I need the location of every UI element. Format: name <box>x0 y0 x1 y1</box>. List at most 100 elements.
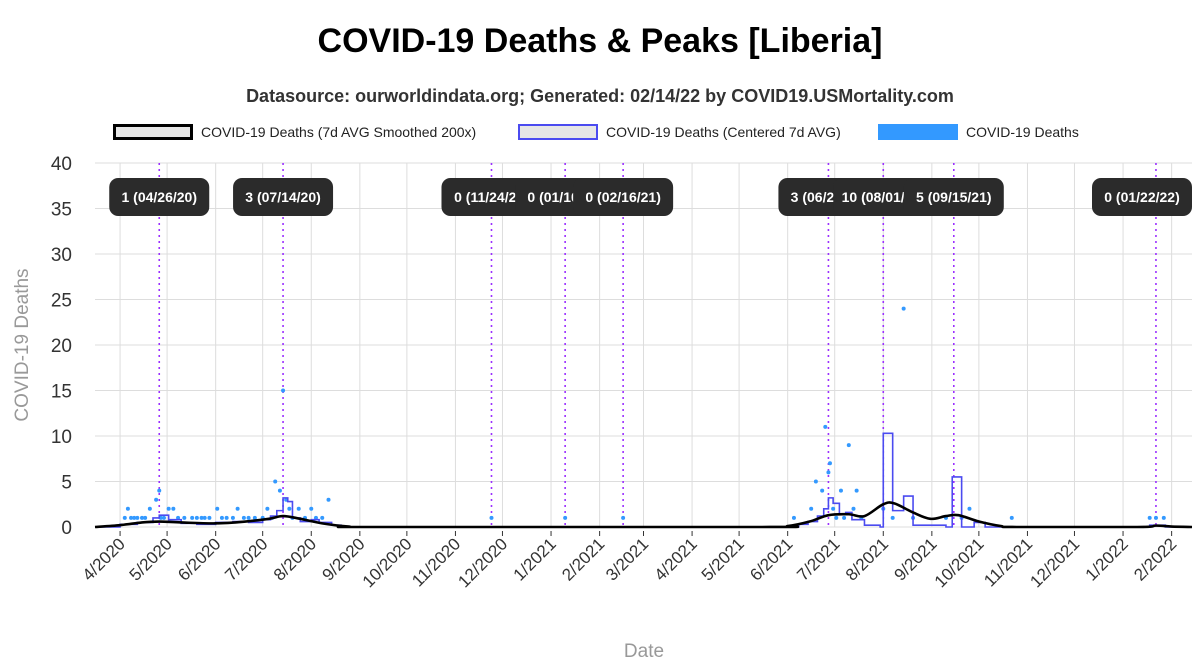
grid <box>95 162 1192 528</box>
death-point <box>890 515 895 520</box>
death-point <box>813 479 818 484</box>
legend-item-deaths: COVID-19 Deaths <box>878 124 1079 140</box>
x-tick-label: 12/2021 <box>1026 534 1083 591</box>
chart-title: COVID-19 Deaths & Peaks [Liberia] <box>317 22 883 60</box>
death-point <box>129 515 134 520</box>
death-point <box>135 515 140 520</box>
x-tick-label: 12/2020 <box>454 534 511 591</box>
death-point <box>207 515 212 520</box>
peak-label-box <box>233 178 334 216</box>
x-tick-label: 11/2020 <box>408 534 464 590</box>
death-point <box>143 515 148 520</box>
death-point <box>194 515 199 520</box>
y-tick-label: 20 <box>51 336 72 357</box>
death-point <box>132 515 137 520</box>
y-tick-label: 0 <box>61 518 72 539</box>
x-axis: 4/20205/20206/20207/20208/20209/202010/2… <box>79 531 1180 591</box>
death-point <box>809 506 814 511</box>
death-point <box>1147 515 1152 520</box>
legend-swatch-smoothed <box>113 124 193 140</box>
death-point <box>215 506 220 511</box>
x-tick-label: 10/2020 <box>359 534 416 591</box>
peak-lines <box>158 163 1157 527</box>
y-tick-label: 15 <box>51 382 72 403</box>
death-point <box>854 488 859 493</box>
x-tick-label: 7/2020 <box>221 534 271 584</box>
y-tick-label: 35 <box>51 200 72 221</box>
peak-label: 3 (07/14/20) <box>233 178 334 216</box>
x-axis-label: Date <box>624 641 664 662</box>
death-point <box>122 515 127 520</box>
death-point <box>320 515 325 520</box>
x-tick-label: 3/2021 <box>602 534 652 584</box>
death-point <box>1161 515 1166 520</box>
death-point <box>967 506 972 511</box>
death-point <box>281 388 286 393</box>
y-tick-label: 25 <box>51 291 72 312</box>
death-point <box>171 506 176 511</box>
chart-subtitle: Datasource: ourworldindata.org; Generate… <box>246 86 954 106</box>
death-point <box>273 479 278 484</box>
death-point <box>190 515 195 520</box>
x-tick-label: 10/2021 <box>931 534 988 591</box>
legend-label-centered: COVID-19 Deaths (Centered 7d AVG) <box>606 124 841 140</box>
x-tick-label: 6/2021 <box>746 534 796 584</box>
death-point <box>901 306 906 311</box>
peak-label-text: 0 (02/16/21) <box>585 189 661 205</box>
peak-label-text: 0 (11/24/20) <box>454 189 529 205</box>
peak-label-box <box>573 178 674 216</box>
x-tick-label: 1/2021 <box>510 534 560 584</box>
death-point <box>125 506 130 511</box>
death-point <box>842 515 847 520</box>
death-point <box>831 506 836 511</box>
peak-label-box <box>1092 178 1192 216</box>
death-point <box>202 515 207 520</box>
peak-label-box <box>903 178 1004 216</box>
peak-label: 5 (09/15/21) <box>903 178 1004 216</box>
peak-labels: 1 (04/26/20) 3 (07/14/20) 0 (11/24/20) 0 (0… <box>109 178 1192 216</box>
legend-swatch-centered <box>518 124 598 140</box>
x-tick-label: 11/2021 <box>980 534 1036 590</box>
x-tick-label: 6/2020 <box>174 534 224 584</box>
series <box>94 306 1193 529</box>
death-point <box>287 506 292 511</box>
death-point <box>791 515 796 520</box>
death-point <box>826 470 831 475</box>
legend-swatch-deaths <box>878 124 958 140</box>
death-point <box>199 515 204 520</box>
death-point <box>140 515 145 520</box>
death-point <box>252 515 257 520</box>
death-point <box>166 506 171 511</box>
legend-item-smoothed: COVID-19 Deaths (7d AVG Smoothed 200x) <box>113 124 476 140</box>
legend-item-centered: COVID-19 Deaths (Centered 7d AVG) <box>518 124 841 140</box>
y-tick-label: 5 <box>61 473 72 494</box>
x-tick-label: 1/2022 <box>1082 534 1132 584</box>
death-point <box>563 515 568 520</box>
y-tick-label: 40 <box>51 154 72 175</box>
death-point <box>621 515 626 520</box>
smoothed-avg-line <box>94 501 1193 529</box>
death-point <box>309 506 314 511</box>
death-point <box>219 515 224 520</box>
death-point <box>224 515 229 520</box>
peak-label: 0 (01/22/22) <box>1092 178 1192 216</box>
death-point <box>161 515 166 520</box>
legend-label-deaths: COVID-19 Deaths <box>966 124 1079 140</box>
peak-label: 1 (04/26/20) <box>109 178 210 216</box>
death-point <box>846 443 851 448</box>
death-point <box>313 515 318 520</box>
x-tick-label: 2/2022 <box>1130 534 1180 584</box>
death-point <box>277 488 282 493</box>
y-tick-label: 30 <box>51 245 72 266</box>
x-tick-label: 4/2021 <box>651 534 701 584</box>
death-point <box>154 497 159 502</box>
death-point <box>838 488 843 493</box>
x-tick-label: 4/2020 <box>79 534 129 584</box>
y-axis: 0 5 10 15 20 25 30 35 40 <box>51 154 72 539</box>
y-axis-label: COVID-19 Deaths <box>12 268 33 421</box>
death-point <box>246 515 251 520</box>
legend: COVID-19 Deaths (7d AVG Smoothed 200x) C… <box>0 124 1200 148</box>
death-point <box>1009 515 1014 520</box>
death-point <box>157 488 162 493</box>
